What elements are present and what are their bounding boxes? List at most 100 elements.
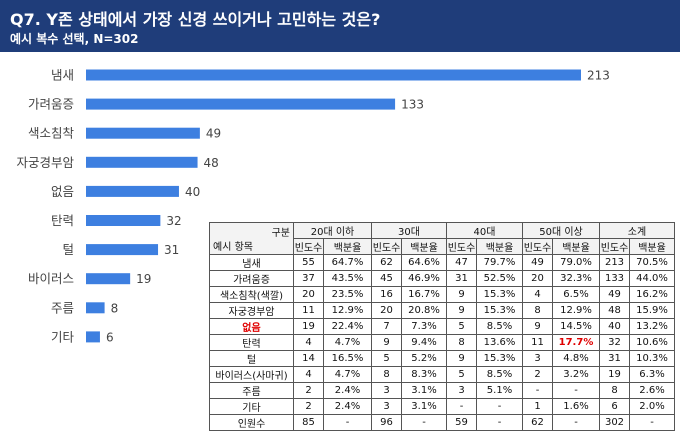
table-cell: 8 <box>599 382 630 399</box>
table-cell: 16.5% <box>323 350 372 367</box>
row-label: 색소침착(색깔) <box>209 286 294 303</box>
bar-value-label: 32 <box>166 214 181 228</box>
table-row: 인원수 85-96-59-62-302- <box>209 414 675 431</box>
table-cell: 79.7% <box>476 254 523 271</box>
column-header: 빈도수 <box>522 238 553 255</box>
table-cell: 213 <box>599 254 630 271</box>
bar-value-label: 133 <box>401 98 424 112</box>
group-header: 50대 이상 <box>522 222 600 239</box>
table-cell: 43.5% <box>323 270 372 287</box>
table-cell: 45 <box>371 270 402 287</box>
group-header: 30대 <box>371 222 447 239</box>
table-cell: 10.6% <box>629 334 675 351</box>
table-cell: 2.6% <box>629 382 675 399</box>
table-cell: 11 <box>293 302 324 319</box>
category-label: 털 <box>62 242 74 257</box>
table-cell: 47 <box>446 254 477 271</box>
bar <box>86 127 200 139</box>
table-row: 색소침착(색깔) 20 23.5% 16 16.7% 9 15.3% 4 6.5% 49 16.2% <box>209 286 675 303</box>
table-cell: 9 <box>522 318 553 335</box>
table-cell: 23.5% <box>323 286 372 303</box>
corner-bottom-label: 예시 항목 <box>213 242 253 253</box>
bar-value-label: 8 <box>111 301 119 315</box>
table-row: 기타 2 2.4% 3 3.1% - -1 1.6% 6 2.0% <box>209 398 675 415</box>
table-cell: 11 <box>522 334 553 351</box>
table-cell: 19 <box>293 318 324 335</box>
table-cell: 79.0% <box>552 254 600 271</box>
table-cell: 49 <box>599 286 630 303</box>
table-row: 냄새 55 64.7% 62 64.6% 47 79.7% 49 79.0% 213 70.5% <box>209 254 675 271</box>
table-cell: - <box>552 414 600 431</box>
category-label: 기타 <box>51 329 75 344</box>
bar <box>86 69 581 81</box>
table-row: 가려움증 37 43.5% 45 46.9% 31 52.5% 20 32.3% 133 44.0% <box>209 270 675 287</box>
table-cell: 20 <box>293 286 324 303</box>
table-cell: 15.3% <box>476 286 523 303</box>
row-label: 털 <box>209 350 294 367</box>
category-label: 냄새 <box>51 68 74 83</box>
bar <box>86 273 131 285</box>
table-cell: 52.5% <box>476 270 523 287</box>
table-cell: 8 <box>446 334 477 351</box>
row-label: 자궁경부암 <box>209 302 294 319</box>
table-cell: 31 <box>599 350 630 367</box>
table-cell: 8.5% <box>476 366 523 383</box>
table-cell: 40 <box>599 318 630 335</box>
group-header: 40대 <box>446 222 523 239</box>
table-cell: - <box>401 414 447 431</box>
table-cell: 20 <box>371 302 402 319</box>
bar-value-label: 48 <box>204 156 219 170</box>
row-label: 인원수 <box>209 414 294 431</box>
table-cell: 2 <box>293 398 324 415</box>
table-cell: 13.2% <box>629 318 675 335</box>
column-header: 백분율 <box>476 238 523 255</box>
table-cell: 64.7% <box>323 254 372 271</box>
table-cell: 16.2% <box>629 286 675 303</box>
table-cell: 3.1% <box>401 398 447 415</box>
frequency-table: 구분 예시 항목 20대 이하 30대 40대 50대 이상 소계 빈도수 백분율 빈도수 백분율 빈… <box>209 222 675 431</box>
table-cell: 17.7% <box>552 334 600 351</box>
table-cell: 31 <box>446 270 477 287</box>
table-cell: 16.7% <box>401 286 447 303</box>
table-cell: 48 <box>599 302 630 319</box>
table-cell: 5 <box>446 318 477 335</box>
table-cell: 62 <box>522 414 553 431</box>
bar-value-label: 6 <box>106 330 114 344</box>
bar <box>86 98 396 110</box>
table-cell: 3 <box>371 398 402 415</box>
bar <box>86 185 179 197</box>
table-cell: 8.5% <box>476 318 523 335</box>
table-cell: 8 <box>371 366 402 383</box>
table-cell: - <box>476 414 523 431</box>
table-cell: 133 <box>599 270 630 287</box>
table-cell: 12.9% <box>552 302 600 319</box>
table-cell: 4.7% <box>323 366 372 383</box>
table-cell: - <box>323 414 372 431</box>
table-cell: 6.3% <box>629 366 675 383</box>
bar <box>86 331 100 343</box>
table-cell: - <box>446 398 477 415</box>
column-header: 빈도수 <box>599 238 630 255</box>
chart-title: Q7. Y존 상태에서 가장 신경 쓰이거나 고민하는 것은? <box>10 10 381 29</box>
table-cell: 62 <box>371 254 402 271</box>
chart-subtitle: 예시 복수 선택, N=302 <box>10 32 139 46</box>
category-label: 자궁경부암 <box>16 155 74 170</box>
table-cell: 96 <box>371 414 402 431</box>
table-cell: 4.7% <box>323 334 372 351</box>
table-cell: 15.3% <box>476 302 523 319</box>
table-cell: - <box>476 398 523 415</box>
bar-value-label: 213 <box>587 69 610 83</box>
category-label: 탄력 <box>51 213 74 228</box>
table-cell: 55 <box>293 254 324 271</box>
bar <box>86 156 198 168</box>
category-label: 색소침착 <box>28 126 75 141</box>
chart-header: Q7. Y존 상태에서 가장 신경 쓰이거나 고민하는 것은? 예시 복수 선택… <box>0 0 680 52</box>
table-cell: 14.5% <box>552 318 600 335</box>
column-header: 백분율 <box>401 238 447 255</box>
table-cell: 9 <box>446 302 477 319</box>
table-cell: 49 <box>522 254 553 271</box>
table-cell: 3.1% <box>401 382 447 399</box>
table-cell: 5 <box>446 366 477 383</box>
category-label: 바이러스 <box>28 271 74 286</box>
table-cell: 8 <box>522 302 553 319</box>
